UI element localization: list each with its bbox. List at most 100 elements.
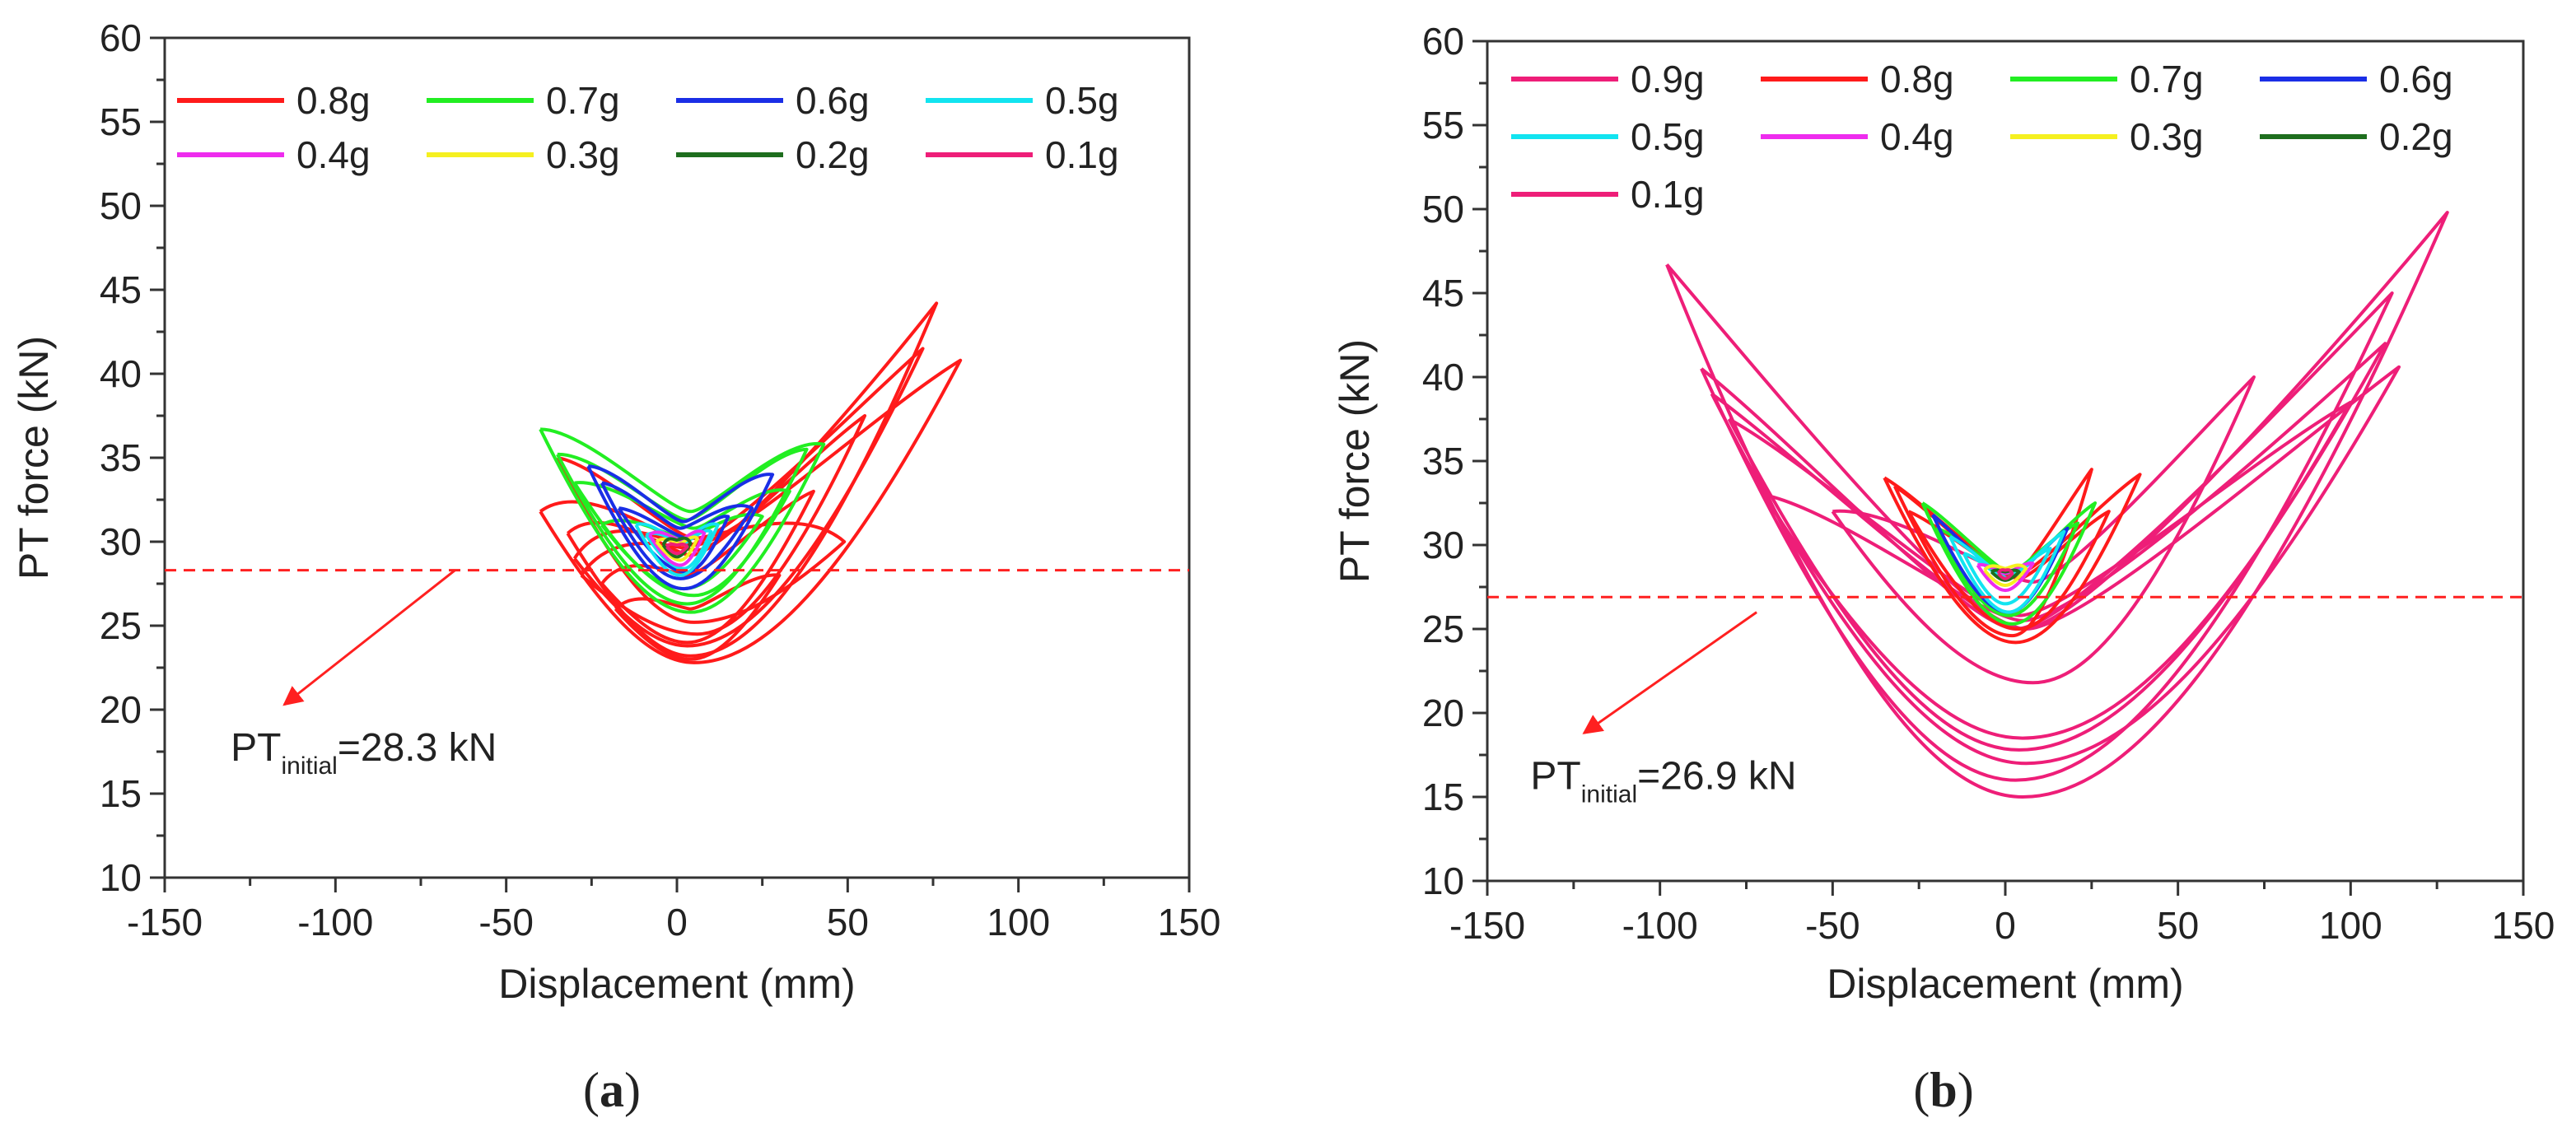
y-tick-label: 25 bbox=[1422, 608, 1464, 650]
legend-item: 0.2g bbox=[676, 133, 870, 176]
initial-force-label-value: =26.9 kN bbox=[1637, 754, 1796, 798]
series-loop bbox=[614, 573, 782, 661]
series-loop bbox=[1983, 563, 2028, 587]
initial-force-arrow bbox=[1582, 611, 1757, 734]
legend: 0.8g 0.7g 0.6g 0.5g 0.4g 0.3g 0.2g 0.1g bbox=[177, 79, 1119, 176]
y-tick-label: 40 bbox=[100, 352, 142, 395]
initial-force-label: PTinitial=28.3 kN bbox=[231, 726, 497, 780]
y-tick-label: 30 bbox=[100, 520, 142, 563]
legend-label: 0.2g bbox=[796, 133, 870, 176]
panel-b: -150 -100 -50 0 50 100 150 10 15 20 25 30 35 40 45 50 55… bbox=[1332, 20, 2555, 1117]
caption-paren-close: ) bbox=[1958, 1063, 1974, 1117]
series-0-3g bbox=[655, 535, 699, 562]
y-axis-title: PT force (kN) bbox=[11, 336, 57, 580]
series-loop bbox=[655, 535, 699, 562]
y-tick-label: 30 bbox=[1422, 524, 1464, 566]
legend-label: 0.9g bbox=[1631, 58, 1705, 100]
panel-caption: (a) bbox=[583, 1063, 641, 1117]
y-tick-label: 15 bbox=[1422, 776, 1464, 818]
x-tick-label: 50 bbox=[827, 901, 869, 943]
legend-item: 0.2g bbox=[2260, 115, 2453, 158]
caption-letter: a bbox=[600, 1063, 624, 1117]
legend-item: 0.5g bbox=[926, 79, 1119, 122]
x-tick-label: -150 bbox=[1449, 904, 1525, 947]
legend: 0.9g 0.8g 0.7g 0.6g 0.5g 0.4g 0.3g 0.2g 0.1g bbox=[1511, 58, 2453, 216]
panel-a: -150 -100 -50 0 50 100 150 10 15 20 25 30 35 40 45 50 55… bbox=[11, 16, 1220, 1117]
series-0-4g bbox=[648, 529, 707, 567]
legend-label: 0.1g bbox=[1045, 133, 1119, 176]
y-tick-label: 55 bbox=[100, 100, 142, 143]
x-tick-label: 50 bbox=[2157, 904, 2199, 947]
y-tick-label: 50 bbox=[100, 184, 142, 227]
series-0-1g bbox=[1996, 568, 2014, 580]
legend-label: 0.1g bbox=[1631, 173, 1705, 216]
legend-item: 0.8g bbox=[1761, 58, 1954, 100]
legend-item: 0.7g bbox=[427, 79, 620, 122]
plot-area bbox=[1486, 40, 2525, 883]
series-loop bbox=[1762, 342, 2387, 740]
series-loop bbox=[1996, 568, 2014, 580]
legend-label: 0.6g bbox=[2379, 58, 2453, 100]
legend-item: 0.6g bbox=[2260, 58, 2453, 100]
legend-item: 0.4g bbox=[177, 133, 371, 176]
x-tick-label: 100 bbox=[987, 901, 1050, 943]
legend-item: 0.4g bbox=[1761, 115, 1954, 158]
legend-label: 0.3g bbox=[546, 133, 620, 176]
caption-paren-open: ( bbox=[583, 1063, 600, 1117]
y-tick-label: 50 bbox=[1422, 188, 1464, 231]
y-tick-label: 60 bbox=[100, 16, 142, 59]
x-tick-label: -50 bbox=[1805, 904, 1860, 947]
legend-item: 0.9g bbox=[1511, 58, 1705, 100]
series-0-3g bbox=[1983, 563, 2028, 587]
y-tick-label: 15 bbox=[100, 772, 142, 815]
y-tick-label: 10 bbox=[100, 856, 142, 899]
series-loop bbox=[580, 414, 867, 636]
initial-force-label-value: =28.3 kN bbox=[338, 726, 497, 770]
initial-force-label-sub: initial bbox=[1581, 780, 1637, 808]
legend-label: 0.5g bbox=[1045, 79, 1119, 122]
initial-force-label-sub: initial bbox=[281, 752, 337, 780]
initial-force-label-main: PT bbox=[1530, 754, 1580, 798]
initial-force-label-main: PT bbox=[231, 726, 281, 770]
series-loop bbox=[539, 427, 826, 614]
y-tick-label: 40 bbox=[1422, 356, 1464, 398]
legend-item: 0.5g bbox=[1511, 115, 1705, 158]
legend-label: 0.4g bbox=[296, 133, 371, 176]
y-tick-label: 25 bbox=[100, 604, 142, 647]
legend-item: 0.1g bbox=[1511, 173, 1705, 216]
series-loop bbox=[1700, 291, 2394, 782]
y-tick-label: 20 bbox=[100, 688, 142, 731]
x-tick-label: 0 bbox=[666, 901, 688, 943]
series-0-1g bbox=[665, 542, 689, 556]
caption-paren-open: ( bbox=[1913, 1063, 1930, 1117]
x-axis-title: Displacement (mm) bbox=[1827, 961, 2183, 1007]
legend-item: 0.1g bbox=[926, 133, 1119, 176]
legend-label: 0.4g bbox=[1880, 115, 1954, 158]
y-tick-label: 45 bbox=[100, 268, 142, 311]
data-layer bbox=[539, 301, 963, 664]
legend-label: 0.8g bbox=[296, 79, 371, 122]
plot-area bbox=[163, 36, 1191, 879]
series-loop bbox=[648, 529, 707, 567]
series-0-6g bbox=[586, 464, 775, 591]
y-tick-label: 35 bbox=[100, 436, 142, 479]
x-tick-label: -100 bbox=[297, 901, 373, 943]
legend-label: 0.6g bbox=[796, 79, 870, 122]
initial-force-arrow bbox=[282, 569, 456, 706]
legend-label: 0.3g bbox=[2130, 115, 2204, 158]
y-tick-label: 60 bbox=[1422, 20, 1464, 63]
legend-item: 0.3g bbox=[2010, 115, 2204, 158]
legend-label: 0.5g bbox=[1631, 115, 1705, 158]
y-tick-label: 20 bbox=[1422, 692, 1464, 734]
y-tick-label: 10 bbox=[1422, 860, 1464, 902]
initial-force-label: PTinitial=26.9 kN bbox=[1530, 754, 1796, 808]
y-tick-label: 45 bbox=[1422, 272, 1464, 314]
legend-label: 0.7g bbox=[546, 79, 620, 122]
series-loop bbox=[556, 456, 847, 624]
y-tick-label: 55 bbox=[1422, 104, 1464, 147]
series-loop bbox=[566, 301, 939, 658]
x-tick-label: -100 bbox=[1622, 904, 1698, 947]
y-axis-title: PT force (kN) bbox=[1332, 339, 1378, 583]
legend-item: 0.3g bbox=[427, 133, 620, 176]
